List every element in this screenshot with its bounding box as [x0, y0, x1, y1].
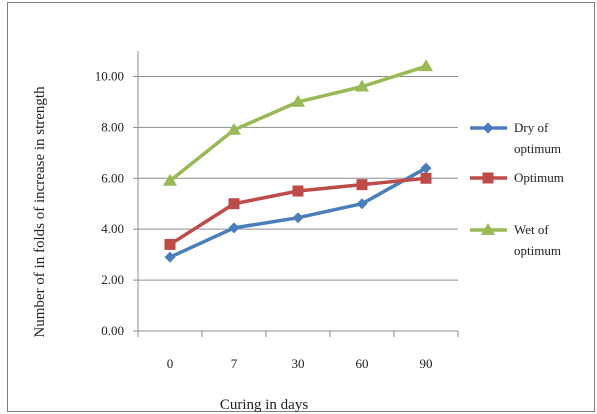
- data-point: [227, 122, 241, 135]
- legend-label: Dry of: [514, 120, 549, 135]
- data-point: [356, 179, 368, 191]
- legend-marker: [481, 223, 495, 235]
- y-tick-label: 6.00: [101, 170, 124, 185]
- legend-label: Optimum: [514, 170, 564, 185]
- x-tick-label: 7: [231, 356, 238, 371]
- y-tick-label: 2.00: [101, 272, 124, 287]
- y-tick-label: 10.00: [95, 68, 124, 83]
- data-point: [163, 173, 177, 186]
- y-tick-label: 4.00: [101, 221, 124, 236]
- x-tick-labels: 0 7 30 60 90: [167, 356, 433, 371]
- data-point: [291, 94, 305, 107]
- x-axis-title: Curing in days: [220, 397, 308, 413]
- legend-label: Wet of: [514, 222, 549, 237]
- data-point: [292, 212, 304, 224]
- data-point: [419, 59, 433, 72]
- data-point: [292, 185, 304, 197]
- data-point: [228, 198, 240, 210]
- y-tick-labels: 0.00 2.00 4.00 6.00 8.00 10.00: [95, 68, 124, 338]
- data-point: [356, 198, 368, 210]
- series-line: [168, 64, 427, 183]
- data-point: [420, 172, 432, 184]
- legend-label: optimum: [514, 141, 561, 156]
- legend-marker: [482, 172, 494, 184]
- legend-label: optimum: [514, 243, 561, 258]
- data-point: [355, 79, 369, 92]
- data-point: [164, 251, 176, 263]
- legend-marker: [482, 122, 494, 134]
- x-tick-label: 30: [292, 356, 305, 371]
- legend: Dry of optimum Optimum Wet of optimum: [470, 120, 564, 258]
- x-tick-label: 0: [167, 356, 174, 371]
- data-point: [228, 222, 240, 234]
- y-axis-title: Number of in folds of increase in streng…: [32, 86, 48, 338]
- chart-frame: [7, 2, 595, 412]
- y-tick-label: 0.00: [101, 323, 124, 338]
- x-tick-label: 60: [356, 356, 369, 371]
- data-point: [164, 238, 176, 250]
- x-tick-label: 90: [420, 356, 433, 371]
- y-tick-label: 8.00: [101, 119, 124, 134]
- data-point: [420, 162, 432, 174]
- axes: [133, 51, 459, 337]
- series-lines: [163, 59, 433, 263]
